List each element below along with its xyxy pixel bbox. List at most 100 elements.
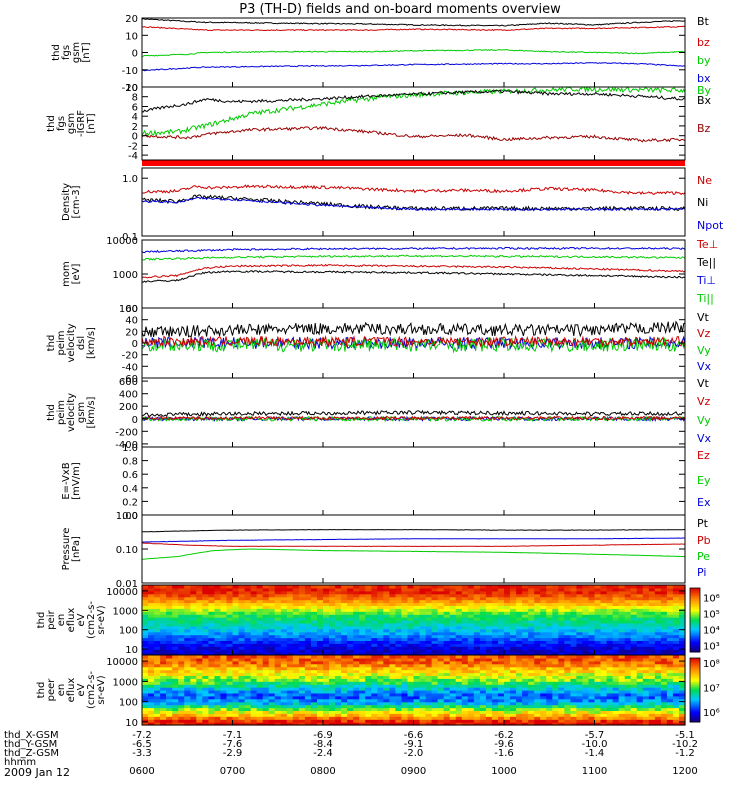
spectrogram-cell — [160, 710, 167, 714]
spectrogram-cell — [576, 640, 583, 644]
spectrogram-cell — [654, 666, 662, 671]
spectrogram-cell — [624, 710, 632, 714]
spectrogram-cell — [401, 640, 408, 644]
spectrogram-cell — [226, 690, 234, 694]
spectrogram-cell — [479, 640, 487, 644]
spectrogram-cell — [558, 666, 565, 671]
spectrogram-cell — [323, 617, 330, 621]
spectrogram-cell — [461, 722, 469, 726]
spectrogram-cell — [558, 695, 565, 700]
spectrogram-cell — [467, 657, 475, 662]
spectrogram-cell — [407, 590, 415, 595]
spectrogram-cell — [413, 655, 421, 659]
spectrogram-cell — [304, 611, 312, 615]
spectrogram-cell — [534, 652, 541, 656]
spectrogram-cell — [558, 625, 565, 630]
spectrogram-cell — [528, 625, 535, 630]
spectrogram-cell — [335, 605, 342, 609]
spectrogram-cell — [371, 663, 378, 668]
spectrogram-cell — [636, 593, 644, 598]
spectrogram-cell — [232, 719, 240, 723]
spectrogram-cell — [353, 640, 360, 644]
spectrogram-cell — [274, 663, 282, 668]
spectrogram-cell — [461, 611, 469, 615]
spectrogram-cell — [359, 649, 366, 653]
spectrogram-cell — [232, 695, 240, 700]
spectrogram-cell — [606, 695, 614, 700]
spectrogram-cell — [630, 599, 638, 604]
spectrogram-cell — [323, 652, 330, 656]
spectrogram-cell — [413, 669, 421, 674]
spectrogram-cell — [504, 660, 511, 665]
spectrogram-cell — [148, 614, 155, 618]
spectrogram-cell — [546, 637, 553, 641]
spectrogram-cell — [437, 585, 445, 589]
spectrogram-cell — [413, 695, 421, 700]
spectrogram-cell — [184, 698, 191, 703]
spectrogram-cell — [142, 669, 149, 674]
spectrogram-cell — [612, 716, 620, 720]
spectrogram-cell — [244, 643, 252, 647]
spectrogram-cell — [329, 660, 336, 665]
spectrogram-cell — [419, 710, 427, 714]
spectrogram-cell — [618, 710, 626, 714]
spectrogram-cell — [516, 716, 523, 720]
spectrogram-cell — [172, 695, 179, 700]
spectrogram-cell — [570, 669, 577, 674]
spectrogram-cell — [214, 719, 221, 723]
spectrogram-cell — [274, 695, 282, 700]
spectrogram-cell — [184, 701, 191, 706]
spectrogram-cell — [510, 719, 517, 723]
spectrogram-cell — [546, 663, 553, 668]
spectrogram-cell — [419, 672, 427, 676]
spectrogram-cell — [148, 617, 155, 621]
spectrogram-cell — [256, 602, 264, 606]
spectrogram-cell — [160, 590, 167, 595]
spectrogram-cell — [516, 602, 523, 606]
spectrogram-cell — [648, 617, 656, 621]
spectrogram-cell — [347, 681, 354, 685]
spectrogram-cell — [534, 643, 541, 647]
spectrogram-cell — [256, 637, 264, 641]
colorbar-segment — [690, 592, 700, 595]
spectrogram-cell — [190, 704, 197, 709]
spectrogram-cell — [594, 692, 602, 697]
spectrogram-cell — [612, 620, 620, 624]
spectrogram-cell — [510, 643, 517, 647]
spectrogram-cell — [672, 631, 680, 636]
spectrogram-cell — [666, 704, 674, 709]
spectrogram-cell — [413, 596, 421, 601]
spectrogram-cell — [612, 669, 620, 674]
spectrogram-cell — [461, 628, 469, 633]
spectrogram-cell — [419, 620, 427, 624]
spectrogram-cell — [298, 716, 306, 720]
colorbar-segment — [690, 624, 700, 627]
spectrogram-cell — [407, 713, 415, 717]
spectrogram-cell — [600, 620, 608, 624]
spectrogram-cell — [184, 684, 191, 688]
y-axis-label: sr-eV) — [96, 605, 107, 634]
spectrogram-cell — [298, 605, 306, 609]
spectrogram-cell — [268, 655, 276, 659]
spectrogram-cell — [286, 652, 294, 656]
spectrogram-cell — [636, 596, 644, 601]
spectrogram-cell — [467, 716, 475, 720]
spectrogram-cell — [286, 590, 294, 595]
spectrogram-cell — [329, 655, 336, 659]
spectrogram-cell — [654, 687, 662, 691]
spectrogram-cell — [232, 599, 240, 604]
spectrogram-cell — [184, 640, 191, 644]
spectrogram-cell — [425, 640, 433, 644]
spectrogram-cell — [238, 593, 246, 598]
spectrogram-cell — [443, 643, 451, 647]
spectrogram-cell — [262, 596, 270, 601]
spectrogram-cell — [160, 687, 167, 691]
spectrogram-cell — [142, 663, 149, 668]
spectrogram-cell — [461, 622, 469, 627]
spectrogram-cell — [244, 590, 252, 595]
spectrogram-cell — [654, 602, 662, 606]
spectrogram-cell — [624, 669, 632, 674]
spectrogram-cell — [449, 695, 457, 700]
